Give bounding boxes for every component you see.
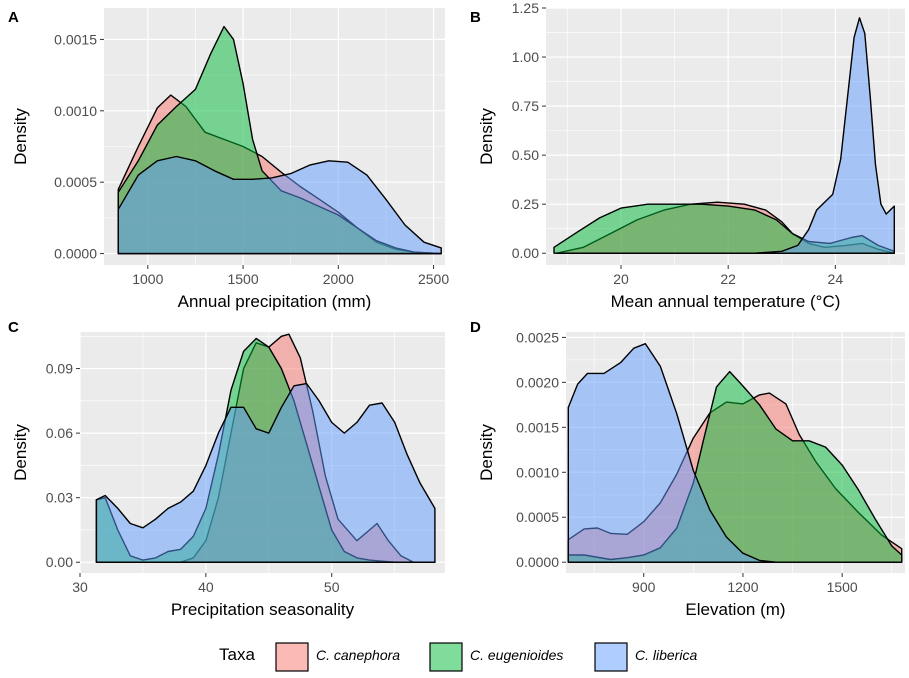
x-tick-label: 1000 bbox=[132, 271, 163, 287]
y-tick-label: 0.0015 bbox=[516, 419, 559, 435]
y-tick-label: 0.0010 bbox=[516, 464, 559, 480]
panel-b: 20 22 24 0.00 0.25 0.50 0.75 1.00 1.25 Mean annua… bbox=[470, 0, 905, 311]
x-axis-title: Annual precipitation (mm) bbox=[178, 292, 372, 311]
x-tick-label: 1200 bbox=[727, 579, 758, 595]
x-axis-title: Precipitation seasonality bbox=[171, 600, 355, 619]
y-axis-title: Density bbox=[477, 424, 496, 481]
x-tick-label: 900 bbox=[632, 579, 656, 595]
density-area-c-liberica bbox=[567, 343, 903, 563]
x-tick-label: 2000 bbox=[323, 271, 354, 287]
panel-label: C bbox=[8, 319, 19, 336]
panel-label: D bbox=[470, 319, 481, 336]
y-tick-label: 1.00 bbox=[512, 49, 539, 65]
y-tick-label: 1.25 bbox=[512, 0, 539, 16]
legend-key-c-canephora bbox=[275, 642, 309, 672]
x-tick-label: 40 bbox=[198, 579, 214, 595]
x-tick-label: 50 bbox=[324, 579, 340, 595]
y-tick-label: 0.0005 bbox=[54, 174, 97, 190]
y-tick-label: 0.75 bbox=[512, 98, 539, 114]
y-tick-label: 0.03 bbox=[46, 490, 73, 506]
x-tick-label: 24 bbox=[828, 271, 844, 287]
density-area-c-liberica bbox=[556, 17, 895, 254]
panel-d: 900 1200 1500 0.0000 0.0005 0.0010 0.0015 0.002… bbox=[470, 319, 905, 619]
x-tick-label: 20 bbox=[613, 271, 629, 287]
legend-label-c-canephora: C. canephora bbox=[316, 647, 400, 663]
y-tick-label: 0.0000 bbox=[516, 554, 559, 570]
legend-title: Taxa bbox=[219, 645, 255, 664]
y-tick-label: 0.0025 bbox=[516, 329, 559, 345]
legend-key-c-liberica bbox=[594, 642, 628, 672]
x-tick-label: 2500 bbox=[418, 271, 449, 287]
panel-label: A bbox=[8, 9, 19, 26]
legend-key-c-eugenioides bbox=[429, 642, 463, 672]
x-tick-label: 22 bbox=[720, 271, 736, 287]
x-axis-title: Mean annual temperature (°C) bbox=[611, 292, 841, 311]
y-tick-label: 0.0005 bbox=[516, 509, 559, 525]
y-tick-label: 0.50 bbox=[512, 147, 539, 163]
panel-c: 30 40 50 0.00 0.03 0.06 0.09 Precipitation seas… bbox=[8, 319, 445, 619]
x-tick-label: 30 bbox=[72, 579, 88, 595]
y-tick-label: 0.09 bbox=[46, 361, 73, 377]
panel-label: B bbox=[470, 9, 481, 26]
y-axis-title: Density bbox=[11, 424, 30, 481]
y-tick-label: 0.06 bbox=[46, 425, 73, 441]
y-axis-title: Density bbox=[11, 108, 30, 165]
y-tick-label: 0.25 bbox=[512, 196, 539, 212]
y-tick-label: 0.0000 bbox=[54, 246, 97, 262]
y-tick-label: 0.0015 bbox=[54, 31, 97, 47]
legend-label-c-eugenioides: C. eugenioides bbox=[470, 647, 563, 663]
density-area-c-liberica bbox=[117, 155, 442, 255]
density-area-c-liberica bbox=[95, 382, 436, 563]
x-tick-label: 1500 bbox=[227, 271, 258, 287]
x-tick-label: 1500 bbox=[827, 579, 858, 595]
y-tick-label: 0.0010 bbox=[54, 103, 97, 119]
panel-a: 1000 1500 2000 2500 0.0000 0.0005 0.0010 0.0015… bbox=[8, 8, 449, 311]
y-tick-label: 0.0020 bbox=[516, 374, 559, 390]
legend-label-c-liberica: C. liberica bbox=[635, 647, 697, 663]
x-axis-title: Elevation (m) bbox=[685, 600, 785, 619]
legend: Taxa C. canephora C. eugenioides C. liberic… bbox=[219, 642, 697, 672]
y-tick-label: 0.00 bbox=[512, 245, 539, 261]
y-axis-title: Density bbox=[477, 108, 496, 165]
y-tick-label: 0.00 bbox=[46, 554, 73, 570]
